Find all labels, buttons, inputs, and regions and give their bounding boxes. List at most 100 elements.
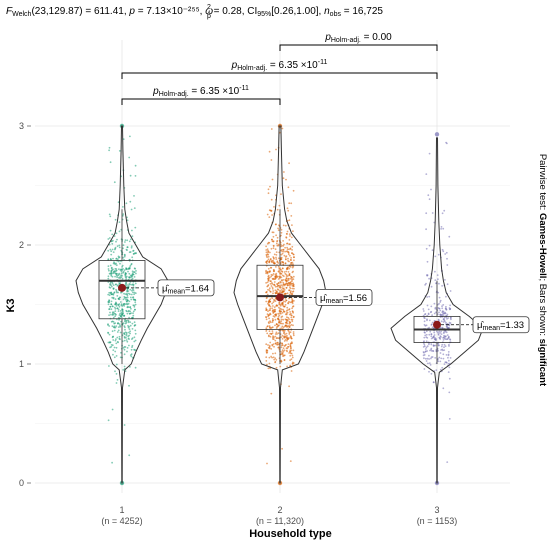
data-point	[113, 329, 116, 332]
data-point	[130, 355, 133, 358]
data-point	[288, 293, 291, 296]
data-point	[437, 331, 439, 334]
data-point	[129, 283, 132, 286]
data-point	[425, 247, 428, 250]
data-point	[290, 342, 292, 345]
data-point	[449, 357, 452, 359]
data-point	[292, 332, 295, 335]
data-point	[107, 265, 110, 268]
data-point	[135, 270, 137, 272]
data-point	[290, 370, 293, 372]
data-point	[271, 302, 273, 305]
data-point	[283, 243, 285, 246]
data-point	[269, 282, 272, 285]
data-point	[131, 328, 134, 330]
data-point	[287, 338, 289, 340]
data-point	[291, 224, 293, 227]
data-point	[288, 162, 290, 165]
bracket-label: pHolm-adj. = 6.35 ×10-11	[231, 59, 328, 72]
data-point	[269, 307, 272, 310]
data-point	[442, 321, 445, 323]
data-point	[114, 263, 117, 266]
data-point	[269, 258, 272, 261]
mean-point	[433, 320, 441, 329]
data-point	[114, 308, 117, 310]
data-point	[110, 270, 113, 273]
data-point	[271, 282, 273, 284]
data-point	[126, 340, 129, 343]
data-point	[267, 344, 269, 346]
data-point	[127, 309, 130, 312]
data-point	[126, 239, 129, 242]
data-point	[283, 284, 286, 287]
data-point	[430, 188, 432, 191]
data-point	[292, 230, 294, 233]
data-point	[265, 356, 268, 359]
data-point	[282, 177, 285, 180]
data-point	[266, 248, 269, 251]
data-point	[426, 274, 429, 277]
data-point	[438, 296, 441, 299]
data-point	[124, 241, 126, 243]
data-point	[117, 341, 119, 344]
data-point	[438, 311, 440, 314]
data-point	[114, 339, 117, 342]
data-point	[277, 315, 280, 318]
data-point	[287, 345, 289, 348]
data-point	[118, 268, 120, 271]
data-point	[428, 295, 431, 298]
data-point	[274, 352, 277, 355]
data-point	[438, 356, 441, 359]
data-point	[444, 361, 447, 364]
data-point	[284, 292, 287, 295]
data-point	[275, 274, 278, 277]
data-point	[123, 255, 126, 258]
data-point	[130, 276, 133, 279]
data-point	[448, 326, 450, 329]
data-point	[123, 346, 126, 348]
data-point	[268, 287, 271, 290]
data-point	[113, 322, 116, 325]
data-point	[448, 377, 451, 380]
data-point	[129, 330, 132, 333]
y-tick-label: 0	[19, 478, 24, 488]
data-point	[283, 310, 285, 313]
data-point	[125, 339, 128, 341]
data-point	[112, 339, 115, 341]
data-point	[126, 284, 128, 286]
data-point	[129, 200, 132, 203]
data-point	[108, 286, 111, 289]
data-point	[270, 280, 272, 282]
data-point	[284, 297, 287, 300]
data-point	[128, 325, 131, 328]
data-point	[290, 257, 292, 259]
data-point	[268, 241, 271, 244]
data-point	[116, 336, 119, 339]
data-point	[266, 242, 269, 245]
data-point	[132, 284, 135, 287]
data-point	[112, 293, 115, 296]
data-point	[285, 332, 288, 335]
data-point	[267, 302, 269, 305]
data-point	[107, 303, 110, 306]
data-point	[269, 335, 272, 338]
data-point	[268, 356, 271, 359]
data-point	[287, 324, 289, 327]
data-point	[430, 343, 433, 346]
data-point	[284, 262, 287, 265]
violin-outline	[390, 137, 484, 484]
data-point	[282, 347, 285, 350]
data-point	[276, 343, 279, 346]
data-point	[109, 161, 112, 164]
data-point	[283, 254, 286, 257]
data-point	[267, 275, 270, 278]
data-point	[118, 314, 121, 316]
data-point	[278, 309, 281, 312]
data-point	[269, 291, 272, 293]
data-point	[289, 312, 292, 315]
data-point	[115, 382, 118, 384]
data-point	[274, 342, 277, 345]
data-point	[114, 248, 116, 251]
data-point	[111, 275, 114, 278]
data-point	[129, 251, 132, 253]
